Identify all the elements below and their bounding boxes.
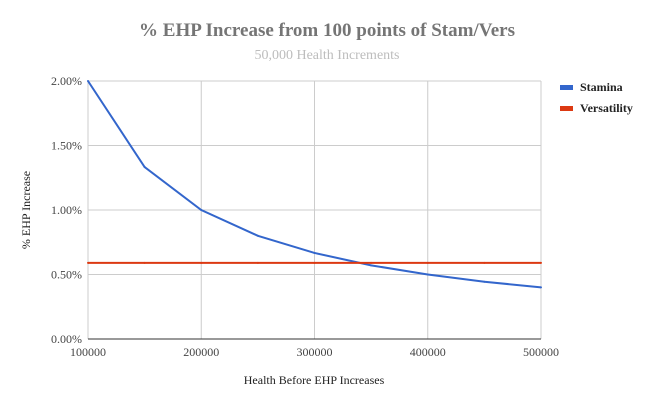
data-point-versatility: [87, 261, 89, 264]
y-tick-label: 0.50%: [51, 268, 82, 282]
series: [87, 80, 542, 289]
y-tick-label: 2.00%: [51, 74, 82, 88]
data-point-stamina: [540, 286, 542, 289]
y-tick-label: 0.00%: [51, 332, 82, 346]
data-point-stamina: [426, 273, 429, 276]
y-tick-label: 1.00%: [51, 203, 82, 217]
x-tick-label: 400000: [410, 345, 446, 359]
data-point-versatility: [143, 261, 146, 264]
x-tick-label: 300000: [297, 345, 333, 359]
y-tick-label: 1.50%: [51, 139, 82, 153]
x-tick-label: 500000: [523, 345, 559, 359]
chart-subtitle: 50,000 Health Increments: [254, 48, 399, 63]
data-point-stamina: [256, 234, 259, 237]
x-tick-label: 100000: [70, 345, 106, 359]
legend-label-stamina: Stamina: [580, 80, 623, 94]
data-point-stamina: [313, 251, 316, 254]
data-point-versatility: [483, 261, 486, 264]
data-point-versatility: [426, 261, 429, 264]
data-point-stamina: [87, 80, 89, 82]
legend-label-versatility: Versatility: [580, 101, 633, 115]
data-point-versatility: [256, 261, 259, 264]
data-point-stamina: [370, 264, 373, 267]
data-point-versatility: [370, 261, 373, 264]
grid: [87, 80, 542, 339]
data-point-versatility: [313, 261, 316, 264]
axes: 0.00% 0.50% 1.00% 1.50% 2.00% 100000 200000 300…: [51, 74, 559, 359]
data-point-stamina: [200, 209, 203, 211]
data-point-versatility: [200, 261, 203, 264]
chart-title: % EHP Increase from 100 points of Stam/V…: [139, 20, 515, 41]
y-axis-label: % EHP Increase: [19, 171, 33, 249]
legend-swatch-stamina: [560, 85, 573, 90]
data-point-stamina: [483, 280, 486, 283]
data-point-stamina: [143, 166, 146, 169]
legend-swatch-versatility: [560, 106, 573, 111]
legend: Stamina Versatility: [560, 80, 633, 115]
x-tick-label: 200000: [183, 345, 219, 359]
x-axis-label: Health Before EHP Increases: [244, 373, 385, 387]
data-point-versatility: [540, 261, 542, 264]
